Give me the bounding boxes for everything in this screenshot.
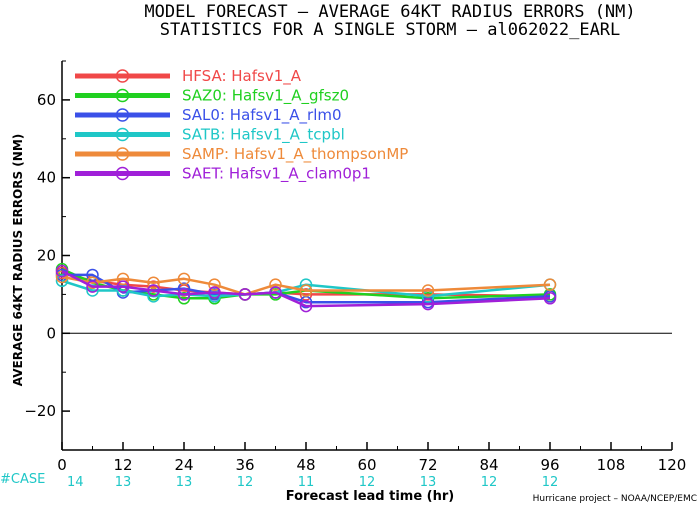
series-group-6 <box>55 264 557 313</box>
case-count: 13 <box>420 475 437 490</box>
x-axis-label: Forecast lead time (hr) <box>286 489 454 504</box>
data-point <box>116 280 130 293</box>
data-point <box>147 280 160 293</box>
x-tick-label: 120 <box>658 456 687 474</box>
case-label: #CASE <box>0 472 45 487</box>
data-point <box>421 297 435 311</box>
legend-marker <box>115 166 130 181</box>
case-count: 13 <box>115 475 132 490</box>
legend-marker <box>115 69 130 83</box>
data-point <box>177 292 191 305</box>
data-point <box>177 272 191 286</box>
series-line <box>61 275 551 296</box>
legend-label: SAET: Hafsv1_A_clam0p1 <box>182 165 371 184</box>
x-tick-label: 48 <box>296 456 315 474</box>
credit-text: Hurricane project – NOAA/NCEP/EMC <box>533 494 697 504</box>
y-axis-label: AVERAGE 64KT RADIUS ERRORS (NM) <box>11 134 25 386</box>
series-group-5 <box>55 270 557 301</box>
data-point <box>238 288 252 301</box>
x-tick-label: 84 <box>479 456 498 474</box>
data-point <box>208 278 221 291</box>
case-count: 12 <box>237 475 254 490</box>
x-tick-label: 36 <box>235 456 254 474</box>
series-line <box>61 279 551 298</box>
data-point <box>86 280 99 293</box>
case-count: 12 <box>542 475 559 490</box>
data-point <box>147 284 160 297</box>
data-point <box>55 274 69 288</box>
y-tick-label: 0 <box>46 324 56 342</box>
data-point <box>269 286 282 299</box>
y-tick-label: −20 <box>24 402 56 420</box>
chart-title-line2: STATISTICS FOR A SINGLE STORM – al062022… <box>160 20 621 40</box>
data-point <box>299 299 313 313</box>
data-point <box>543 292 557 305</box>
data-point <box>421 284 435 297</box>
data-point <box>299 284 313 297</box>
legend-marker <box>115 108 130 122</box>
data-point <box>116 272 130 286</box>
legend-label: SAL0: Hafsv1_A_rlm0 <box>182 106 342 125</box>
data-point <box>55 264 69 278</box>
data-point <box>86 284 99 297</box>
x-tick-label: 108 <box>597 456 626 474</box>
legend-label: HFSA: Hafsv1_A <box>182 67 302 86</box>
legend-label: SAMP: Hafsv1_A_thompsonMP <box>182 145 408 164</box>
x-tick-label: 12 <box>113 456 132 474</box>
data-point <box>543 278 557 291</box>
legend-marker <box>115 127 130 142</box>
x-tick-label: 24 <box>174 456 193 474</box>
chart-title-line1: MODEL FORECAST – AVERAGE 64KT RADIUS ERR… <box>144 2 635 22</box>
x-tick-label: 0 <box>57 456 67 474</box>
case-count: 11 <box>298 475 315 490</box>
x-tick-label: 96 <box>540 456 559 474</box>
case-count: 12 <box>481 475 498 490</box>
x-tick-label: 60 <box>357 456 376 474</box>
legend-marker <box>115 88 130 103</box>
data-point <box>177 288 191 301</box>
plot-area: −20 0 20 40 60 0 12 24 36 48 60 72 84 96 108 120 HFSA: H… <box>24 60 687 474</box>
series-line <box>61 269 551 308</box>
case-count: 14 <box>67 475 84 490</box>
data-point <box>269 278 282 291</box>
data-point <box>208 286 221 299</box>
data-point <box>147 276 160 289</box>
legend-label: SATB: Hafsv1_A_tcpbl <box>182 126 345 145</box>
y-tick-label: 20 <box>37 247 56 265</box>
y-tick-label: 60 <box>37 91 56 109</box>
legend-marker <box>115 147 130 161</box>
case-count: 12 <box>359 475 376 490</box>
x-tick-label: 72 <box>418 456 437 474</box>
legend-label: SAZ0: Hafsv1_A_gfsz0 <box>182 87 349 106</box>
case-count: 13 <box>176 475 193 490</box>
y-tick-label: 40 <box>37 169 56 187</box>
